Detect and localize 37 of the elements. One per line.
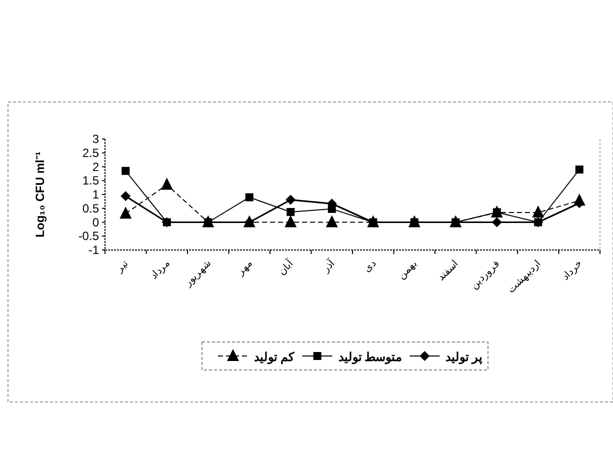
x-tick-label: فروردین <box>468 258 502 292</box>
y-tick-label: 0 <box>92 215 100 230</box>
point <box>575 166 584 174</box>
point <box>532 206 544 218</box>
y-tick-label: -0.5 <box>78 229 100 244</box>
point <box>120 206 132 219</box>
x-tick-label: بهمن <box>396 258 420 282</box>
point <box>286 208 295 216</box>
x-tick-label: دی <box>362 258 378 275</box>
x-tick-label: آذر <box>318 256 338 276</box>
y-tick-label: 2 <box>92 160 100 174</box>
legend-label: متوسط تولید <box>338 350 402 365</box>
x-tick-label: مرداد <box>148 258 172 282</box>
x-tick-label: خرداد <box>560 258 584 282</box>
x-tick-label: اسفند <box>436 258 461 284</box>
point <box>492 217 502 228</box>
x-tick-label: تیر <box>114 258 131 276</box>
x-tick-label: آبان <box>275 256 296 278</box>
point <box>122 166 130 175</box>
x-tick-label: شهریور <box>182 258 214 290</box>
x-tick-label: مهر <box>234 258 254 278</box>
y-tick-label: 3 <box>92 132 100 146</box>
point <box>120 191 131 202</box>
y-tick-label: 1.5 <box>82 174 100 188</box>
y-tick-label: 1 <box>92 188 100 202</box>
y-tick-label: 2.5 <box>82 146 100 160</box>
point <box>284 215 297 228</box>
x-tick-label: اردیبهشت <box>506 258 544 296</box>
point <box>286 194 296 205</box>
legend-label: پر تولید <box>446 350 483 365</box>
point <box>160 178 173 190</box>
y-tick-label: -1 <box>88 243 100 257</box>
legend-label: کم تولید <box>254 350 294 365</box>
point <box>245 193 254 202</box>
y-tick-label: 0.5 <box>82 201 100 216</box>
point <box>326 215 338 228</box>
y-axis-title: Log₁₀ CFU ml⁻¹ <box>33 152 47 238</box>
